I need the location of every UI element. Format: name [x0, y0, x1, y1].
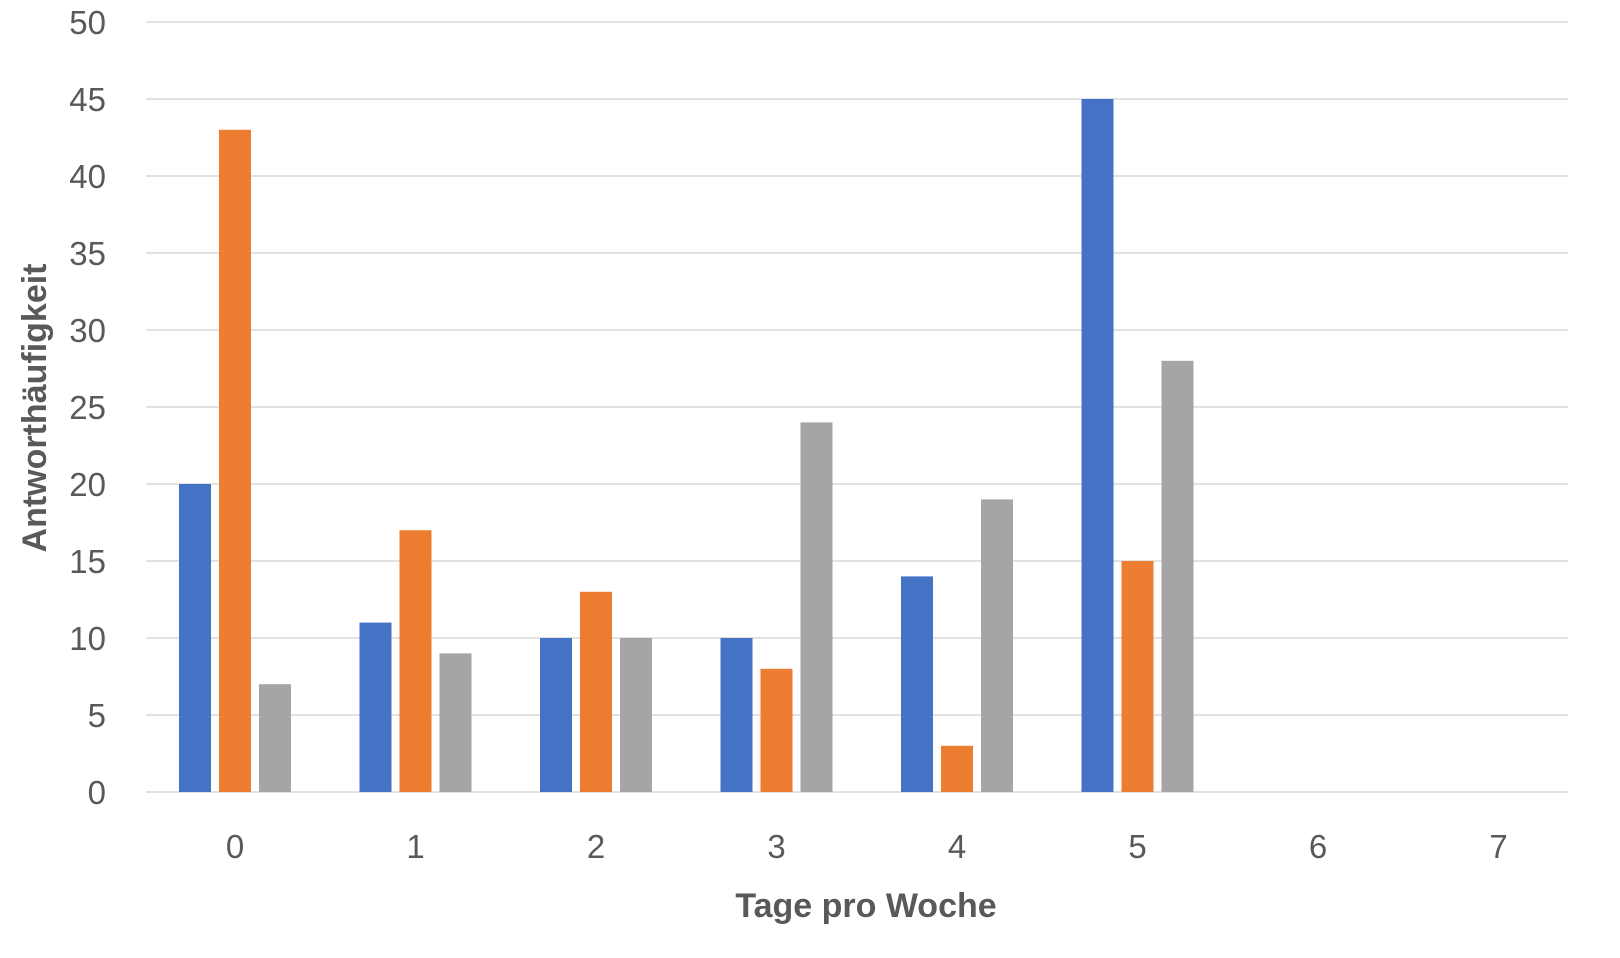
bar — [580, 591, 612, 792]
bar — [540, 638, 572, 792]
x-tick-label: 4 — [948, 828, 966, 865]
x-tick-label: 1 — [406, 828, 424, 865]
x-tick-label: 2 — [587, 828, 605, 865]
grid-lines — [146, 21, 1568, 793]
y-tick-label: 20 — [69, 466, 106, 503]
y-tick-label: 15 — [69, 543, 106, 580]
bar — [1081, 99, 1114, 792]
y-tick-label: 5 — [88, 697, 106, 734]
bar — [800, 422, 833, 792]
y-tick-label: 25 — [69, 389, 106, 426]
y-tick-label: 30 — [69, 312, 106, 349]
y-tick-label: 50 — [69, 4, 106, 41]
x-axis-title: Tage pro Woche — [735, 887, 996, 925]
bar — [439, 653, 472, 792]
bar — [941, 745, 973, 792]
y-tick-label: 0 — [88, 774, 106, 811]
bar — [399, 530, 432, 792]
bar — [760, 668, 793, 792]
bar — [179, 484, 211, 792]
bar — [219, 129, 251, 793]
y-tick-label: 40 — [69, 158, 106, 195]
bar — [1161, 360, 1194, 792]
x-tick-label: 5 — [1128, 828, 1146, 865]
y-tick-label: 35 — [69, 235, 106, 272]
x-tick-label: 7 — [1489, 828, 1507, 865]
bar — [259, 684, 291, 792]
bar — [981, 499, 1013, 792]
bar — [620, 638, 652, 792]
bar — [720, 638, 753, 792]
y-tick-label: 45 — [69, 81, 106, 118]
x-tick-label: 0 — [226, 828, 244, 865]
bar — [359, 622, 392, 792]
x-tick-label: 3 — [767, 828, 785, 865]
x-axis-ticks: 0 1 2 3 4 5 6 7 — [226, 828, 1508, 865]
y-axis-ticks: 0 5 10 15 20 25 30 35 40 45 50 — [69, 4, 106, 811]
bars — [179, 99, 1194, 793]
y-axis-title: Antworthäufigkeit — [16, 264, 54, 553]
y-tick-label: 10 — [69, 620, 106, 657]
bar — [1121, 561, 1154, 792]
bar — [901, 576, 933, 792]
x-tick-label: 6 — [1309, 828, 1327, 865]
